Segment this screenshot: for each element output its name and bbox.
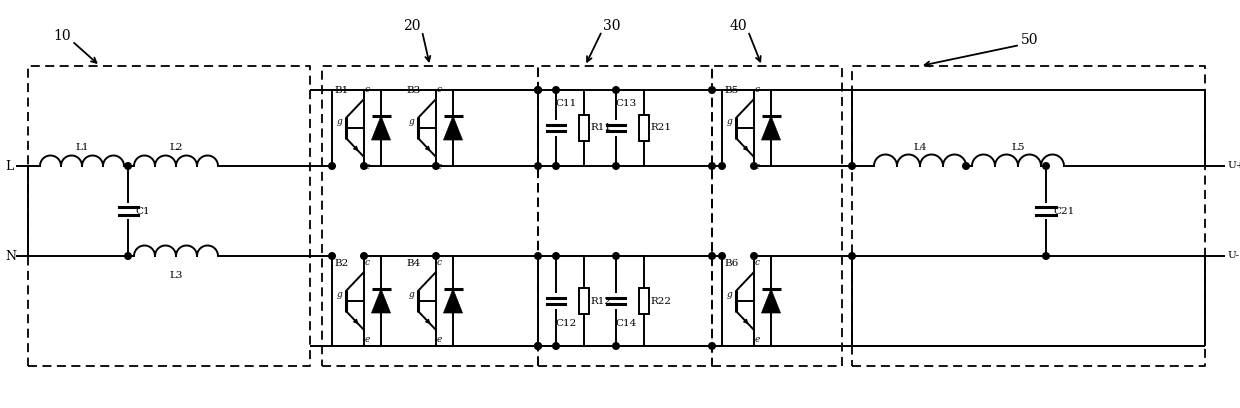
Text: L2: L2	[169, 144, 182, 153]
Text: R11: R11	[590, 124, 611, 133]
Text: C1: C1	[135, 206, 150, 215]
Circle shape	[553, 253, 559, 259]
Text: c: c	[436, 85, 441, 94]
Bar	[639, 115, 649, 141]
Circle shape	[433, 163, 439, 169]
Text: 20: 20	[403, 19, 420, 33]
Text: 40: 40	[729, 19, 746, 33]
Text: U-: U-	[1228, 251, 1239, 260]
Text: B6: B6	[724, 259, 738, 268]
Circle shape	[709, 253, 715, 259]
Text: c: c	[436, 258, 441, 267]
Polygon shape	[372, 289, 391, 313]
Circle shape	[719, 253, 725, 259]
Text: B4: B4	[405, 259, 420, 268]
Text: e: e	[755, 162, 760, 171]
Circle shape	[329, 253, 335, 259]
Text: e: e	[436, 162, 443, 171]
Text: g: g	[727, 290, 732, 299]
Circle shape	[750, 253, 758, 259]
Circle shape	[848, 253, 856, 259]
Text: L: L	[5, 160, 14, 173]
Circle shape	[709, 163, 715, 169]
Text: C12: C12	[556, 319, 577, 328]
Circle shape	[1043, 163, 1049, 169]
Circle shape	[613, 87, 619, 93]
Text: e: e	[755, 335, 760, 344]
Bar	[579, 115, 589, 141]
Text: g: g	[336, 117, 342, 126]
Circle shape	[125, 163, 131, 169]
Polygon shape	[444, 116, 463, 140]
Polygon shape	[372, 116, 391, 140]
Circle shape	[361, 163, 367, 169]
Text: e: e	[365, 335, 371, 344]
Text: g: g	[727, 117, 732, 126]
Text: L1: L1	[76, 144, 89, 153]
Circle shape	[709, 87, 715, 93]
Text: c: c	[755, 258, 760, 267]
Circle shape	[433, 253, 439, 259]
Polygon shape	[444, 289, 463, 313]
Circle shape	[125, 253, 131, 259]
Text: N: N	[5, 250, 16, 262]
Circle shape	[750, 163, 758, 169]
Circle shape	[962, 163, 970, 169]
Circle shape	[553, 87, 559, 93]
Text: C13: C13	[615, 100, 636, 109]
Circle shape	[709, 343, 715, 349]
Text: c: c	[755, 85, 760, 94]
Circle shape	[553, 163, 559, 169]
Text: R12: R12	[590, 297, 611, 306]
Text: R21: R21	[650, 124, 671, 133]
Circle shape	[613, 163, 619, 169]
Text: C21: C21	[1053, 206, 1074, 215]
Text: e: e	[436, 335, 443, 344]
Text: L4: L4	[913, 142, 926, 151]
Text: R22: R22	[650, 297, 671, 306]
Text: C14: C14	[615, 319, 636, 328]
Text: L5: L5	[1012, 142, 1024, 151]
Text: e: e	[365, 162, 371, 171]
Circle shape	[534, 163, 542, 169]
Circle shape	[534, 87, 542, 93]
Polygon shape	[761, 289, 780, 313]
Text: B5: B5	[724, 86, 738, 95]
Text: U+: U+	[1228, 162, 1240, 171]
Circle shape	[613, 253, 619, 259]
Text: B2: B2	[334, 259, 348, 268]
Circle shape	[1043, 253, 1049, 259]
Circle shape	[719, 163, 725, 169]
Circle shape	[534, 343, 542, 349]
Circle shape	[329, 163, 335, 169]
Circle shape	[534, 343, 542, 349]
Bar	[639, 288, 649, 314]
Text: C11: C11	[556, 100, 577, 109]
Circle shape	[848, 163, 856, 169]
Polygon shape	[761, 116, 780, 140]
Text: B1: B1	[334, 86, 348, 95]
Circle shape	[553, 343, 559, 349]
Text: L3: L3	[169, 271, 182, 281]
Circle shape	[534, 87, 542, 93]
Circle shape	[534, 253, 542, 259]
Text: g: g	[336, 290, 342, 299]
Text: g: g	[408, 117, 414, 126]
Text: c: c	[365, 85, 370, 94]
Text: 50: 50	[1022, 33, 1039, 47]
Text: 30: 30	[603, 19, 621, 33]
Text: B3: B3	[405, 86, 420, 95]
Text: g: g	[408, 290, 414, 299]
Text: c: c	[365, 258, 370, 267]
Bar	[579, 288, 589, 314]
Circle shape	[361, 253, 367, 259]
Circle shape	[613, 343, 619, 349]
Text: 10: 10	[53, 29, 71, 43]
